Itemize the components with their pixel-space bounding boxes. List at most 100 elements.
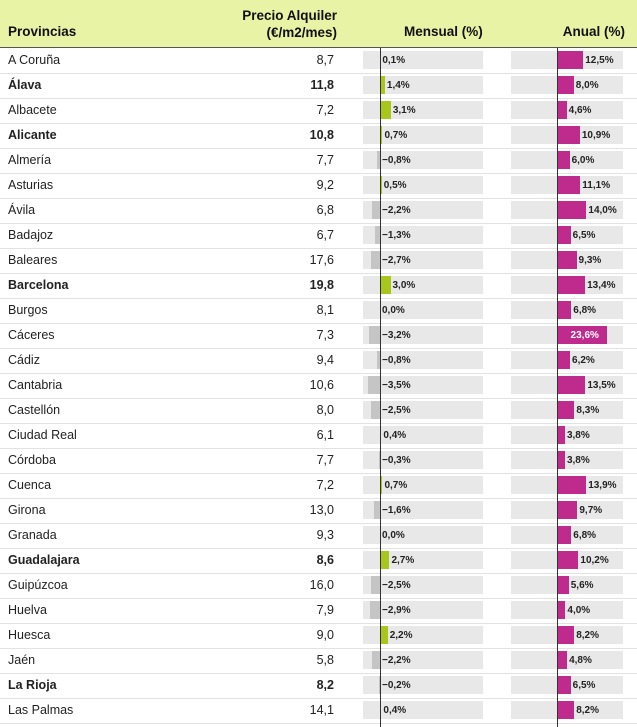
header-precio-line2: (€/m2/mes) [266, 25, 337, 40]
mensual-track [363, 176, 483, 194]
anual-bar [557, 651, 568, 669]
anual-label: 4,8% [569, 655, 592, 666]
provincia-name: Asturias [8, 178, 54, 192]
anual-label: 9,3% [578, 255, 602, 266]
mensual-label: 0,7% [384, 480, 408, 491]
provincia-name: Jaén [8, 653, 36, 667]
mensual-bar [380, 476, 383, 494]
mensual-bar [371, 576, 380, 594]
mensual-bar [378, 451, 380, 469]
table-row: Cáceres 7,3 −3,2% 23,6% [0, 323, 637, 349]
mensual-bar [379, 676, 380, 694]
mensual-bar [371, 401, 380, 419]
mensual-track [363, 126, 483, 144]
anual-label: 11,1% [582, 180, 611, 191]
anual-label: 8,2% [576, 630, 600, 641]
table-row: Barcelona 19,8 3,0% 13,4% [0, 273, 637, 299]
table-row: Huesca 9,0 2,2% 8,2% [0, 623, 637, 649]
precio-value: 7,2 [316, 478, 334, 492]
table-row: Alicante 10,8 0,7% 10,9% [0, 123, 637, 149]
precio-value: 6,1 [316, 428, 334, 442]
mensual-bar [372, 651, 380, 669]
anual-bar [557, 626, 575, 644]
mensual-label: 0,7% [384, 130, 408, 141]
mensual-track [363, 276, 483, 294]
anual-label: 10,2% [580, 555, 609, 566]
anual-label: 13,9% [588, 480, 617, 491]
mensual-label: 1,4% [386, 80, 410, 91]
anual-label: 6,5% [572, 680, 596, 691]
table-row: Girona 13,0 −1,6% 9,7% [0, 498, 637, 524]
anual-bar [557, 426, 565, 444]
anual-label: 8,2% [576, 705, 600, 716]
precio-value: 9,2 [316, 178, 334, 192]
anual-label: 12,5% [585, 55, 614, 66]
table-row: Ciudad Real 6,1 0,4% 3,8% [0, 423, 637, 449]
table-row: Córdoba 7,7 −0,3% 3,8% [0, 448, 637, 474]
anual-track [511, 601, 623, 619]
anual-label: 5,6% [570, 580, 594, 591]
anual-bar [557, 576, 569, 594]
precio-value: 7,9 [316, 603, 334, 617]
mensual-bar [375, 226, 380, 244]
provincia-name: Córdoba [8, 453, 56, 467]
provincia-name: La Rioja [8, 678, 57, 692]
table-row: Guipúzcoa 16,0 −2,5% 5,6% [0, 573, 637, 599]
mensual-track [363, 426, 483, 444]
mensual-bar [367, 376, 380, 394]
mensual-label: −2,5% [382, 580, 411, 591]
mensual-track [363, 476, 483, 494]
mensual-track [363, 101, 483, 119]
mensual-track [363, 201, 483, 219]
anual-bar [557, 101, 567, 119]
anual-bar [557, 76, 574, 94]
anual-label: 13,4% [587, 280, 616, 291]
provincia-name: Cáceres [8, 328, 55, 342]
anual-track [511, 101, 623, 119]
anual-bar [557, 126, 580, 144]
provincia-name: Cádiz [8, 353, 40, 367]
mensual-label: −0,2% [382, 680, 411, 691]
mensual-track [363, 651, 483, 669]
mensual-track [363, 226, 483, 244]
anual-label: 4,0% [567, 605, 591, 616]
anual-bar [557, 226, 571, 244]
provincia-name: Huelva [8, 603, 47, 617]
table-header: Provincias Precio Alquiler (€/m2/mes) Me… [0, 0, 637, 48]
table-row: Burgos 8,1 0,0% 6,8% [0, 298, 637, 324]
table-row: Huelva 7,9 −2,9% 4,0% [0, 598, 637, 624]
anual-bar [557, 401, 575, 419]
table-row: Jaén 5,8 −2,2% 4,8% [0, 648, 637, 674]
table-row: Albacete 7,2 3,1% 4,6% [0, 98, 637, 124]
provincia-name: A Coruña [8, 53, 61, 67]
table-row: Granada 9,3 0,0% 6,8% [0, 523, 637, 549]
anual-bar [557, 676, 571, 694]
mensual-track [363, 151, 483, 169]
mensual-bar [380, 626, 388, 644]
anual-bar [557, 51, 584, 69]
table-row: Las Palmas 14,1 0,4% 8,2% [0, 698, 637, 724]
mensual-label: 3,1% [392, 105, 416, 116]
mensual-label: −3,2% [382, 330, 411, 341]
provincia-name: Guipúzcoa [8, 578, 68, 592]
anual-bar [557, 601, 566, 619]
precio-value: 13,0 [309, 503, 334, 517]
anual-bar [557, 551, 579, 569]
provincia-name: Álava [8, 78, 42, 92]
provincia-name: Almería [8, 153, 52, 167]
mensual-label: −2,7% [382, 255, 411, 266]
mensual-label: −3,5% [382, 380, 411, 391]
table-row: Castellón 8,0 −2,5% 8,3% [0, 398, 637, 424]
anual-bar [557, 526, 572, 544]
mensual-label: −0,3% [382, 455, 411, 466]
mensual-label: −2,2% [382, 655, 411, 666]
table-row: Almería 7,7 −0,8% 6,0% [0, 148, 637, 174]
provincia-name: Ávila [8, 203, 36, 217]
precio-value: 14,1 [309, 703, 334, 717]
anual-bar [557, 201, 587, 219]
precio-value: 10,8 [309, 128, 334, 142]
table-row: Baleares 17,6 −2,7% 9,3% [0, 248, 637, 274]
mensual-label: 0,0% [382, 530, 405, 541]
provincia-name: Albacete [8, 103, 57, 117]
